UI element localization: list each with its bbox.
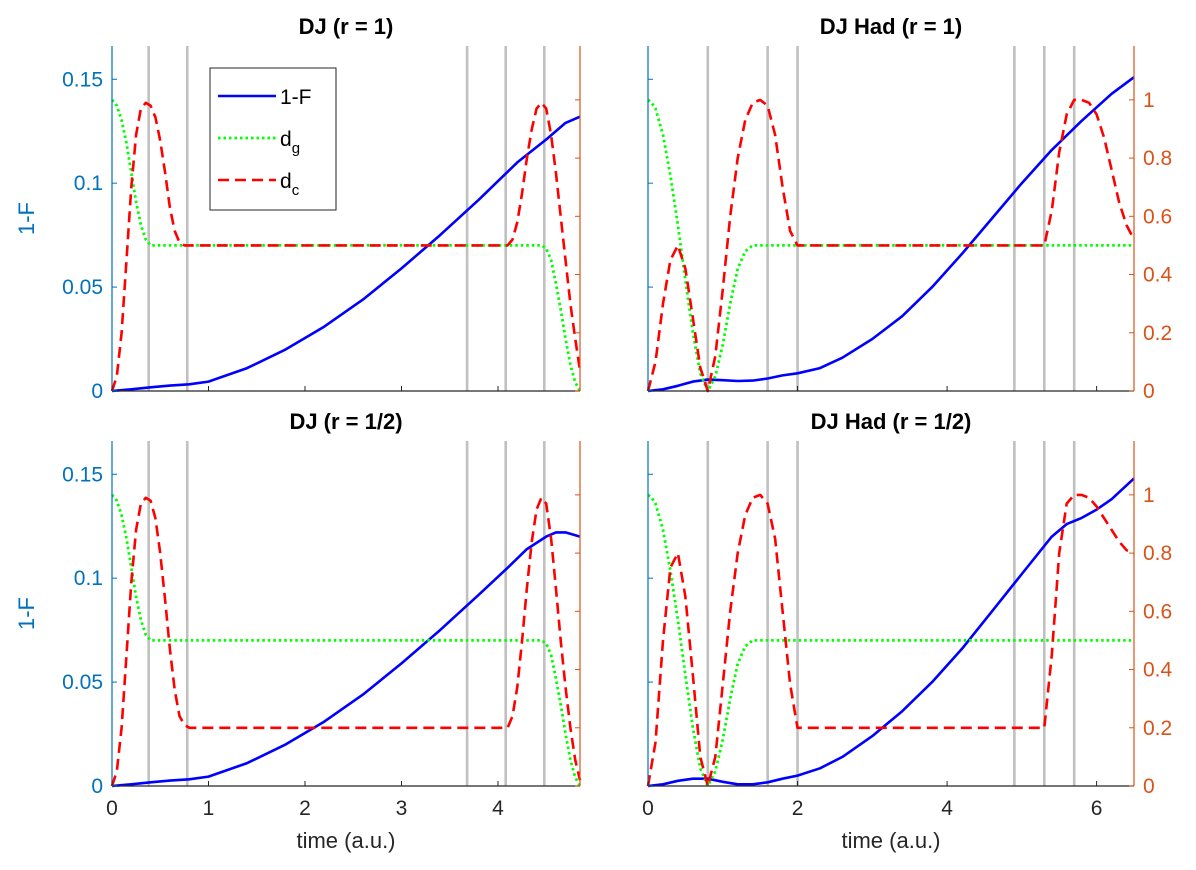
left-tick-label: 0 [91,775,103,798]
series-d-c-line [110,496,582,787]
series-d-g-line [647,493,1134,788]
panel-title: DJ Had (r = 1/2) [811,409,972,434]
plot-area [112,441,580,786]
panel-2: 0 0.2 0.4 0.6 0.8 1 DJ Had (r = 1) [646,14,1173,403]
x-axis-label: time (a.u.) [841,828,940,853]
legend-label-2: dg [280,128,300,157]
plot-area [648,46,1134,391]
x-tick-label: 4 [941,797,953,820]
x-tick-label: 3 [396,797,408,820]
left-tick-label: 0.15 [62,463,103,486]
panel-title: DJ (r = 1/2) [289,409,402,434]
legend-label-3: dc [280,170,300,199]
right-tick-label: 0.6 [1143,205,1172,228]
right-tick-label: 0.2 [1143,717,1172,740]
y-axis-label: 1-F [14,597,39,630]
x-tick-label: 1 [203,797,215,820]
panel-title: DJ Had (r = 1) [820,14,962,39]
series-1-f-line [111,531,581,788]
panel-3: 0 0.05 0.1 0.15 0 1 2 3 4 DJ (r = 1/2) 1-F time (a.… [14,409,582,853]
right-tick-label: 1 [1143,484,1155,507]
x-tick-label: 0 [106,797,118,820]
series-d-g-line [647,98,1134,393]
legend-label-1: 1-F [280,86,312,109]
right-tick-label: 0.6 [1143,600,1172,623]
left-tick-label: 0.15 [62,68,103,91]
right-tick-label: 0.8 [1143,147,1172,170]
series-d-c-line [646,493,1135,788]
right-tick-label: 1 [1143,89,1155,112]
left-tick-label: 0.1 [74,567,103,590]
panel-title: DJ (r = 1) [299,14,394,39]
x-tick-label: 2 [792,797,804,820]
left-tick-label: 0.05 [62,276,103,299]
left-tick-label: 0.05 [62,671,103,694]
series-1-f-line [647,477,1135,788]
x-tick-label: 0 [642,797,654,820]
panel-1: 0 0.05 0.1 0.15 DJ (r = 1) 1-F 1-F dg dc [14,14,582,403]
x-tick-label: 4 [492,797,504,820]
right-tick-label: 0 [1143,775,1155,798]
right-tick-label: 0 [1143,380,1155,403]
left-tick-label: 0.1 [74,172,103,195]
legend: 1-F dg dc [209,67,337,211]
series-d-c-line [110,101,582,392]
plot-area [648,441,1134,786]
x-axis-label: time (a.u.) [296,828,395,853]
right-tick-label: 0.4 [1143,659,1173,682]
right-tick-label: 0.2 [1143,322,1172,345]
right-tick-label: 0.8 [1143,542,1172,565]
plot-area [112,46,580,391]
y-axis-label: 1-F [14,202,39,235]
panel-4: 0 0.2 0.4 0.6 0.8 1 0 2 4 6 DJ Had (r = 1/2) time (… [642,409,1172,853]
right-tick-label: 0.4 [1143,264,1173,287]
x-tick-label: 6 [1091,797,1103,820]
left-tick-label: 0 [91,380,103,403]
x-tick-label: 2 [299,797,311,820]
